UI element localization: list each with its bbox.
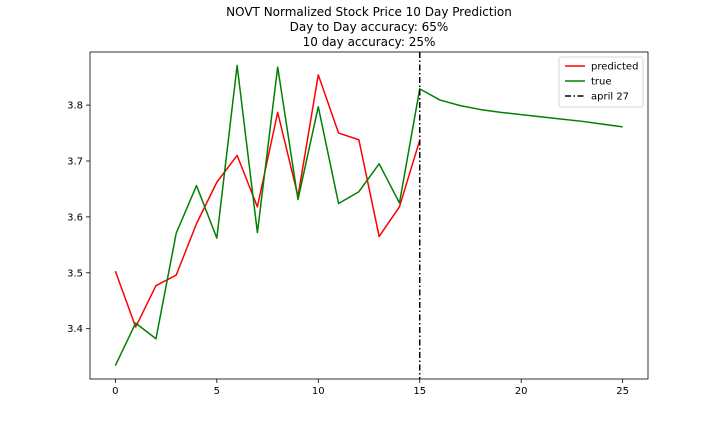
title-line-1: NOVT Normalized Stock Price 10 Day Predi… (226, 5, 512, 19)
title-line-3: 10 day accuracy: 25% (303, 35, 436, 49)
y-tick-label: 3.6 (67, 212, 83, 223)
x-tick-label: 0 (112, 386, 118, 397)
x-tick-label: 10 (312, 386, 325, 397)
series-line-true (114, 64, 623, 366)
legend-label: april 27 (591, 92, 629, 103)
title-line-2: Day to Day accuracy: 65% (290, 20, 449, 34)
plot-frame (89, 51, 649, 380)
y-tick-label: 3.8 (67, 101, 83, 112)
x-tick-label: 5 (214, 386, 220, 397)
legend-label: true (591, 77, 612, 88)
chart-title: NOVT Normalized Stock Price 10 Day Predi… (226, 5, 512, 49)
legend: predicted true april 27 (558, 56, 644, 108)
y-tick-label: 3.4 (67, 324, 83, 335)
axes: 0 5 10 15 20 25 3.4 3.5 3.6 3.7 3.8 (67, 51, 649, 397)
y-tick-label: 3.7 (67, 157, 83, 168)
series-lines (114, 52, 623, 379)
x-tick-label: 15 (413, 386, 426, 397)
series-line-predicted (114, 74, 421, 328)
y-tick-label: 3.5 (67, 268, 83, 279)
x-tick-label: 20 (515, 386, 528, 397)
legend-box (558, 56, 644, 108)
legend-label: predicted (591, 62, 638, 73)
x-tick-label: 25 (616, 386, 629, 397)
